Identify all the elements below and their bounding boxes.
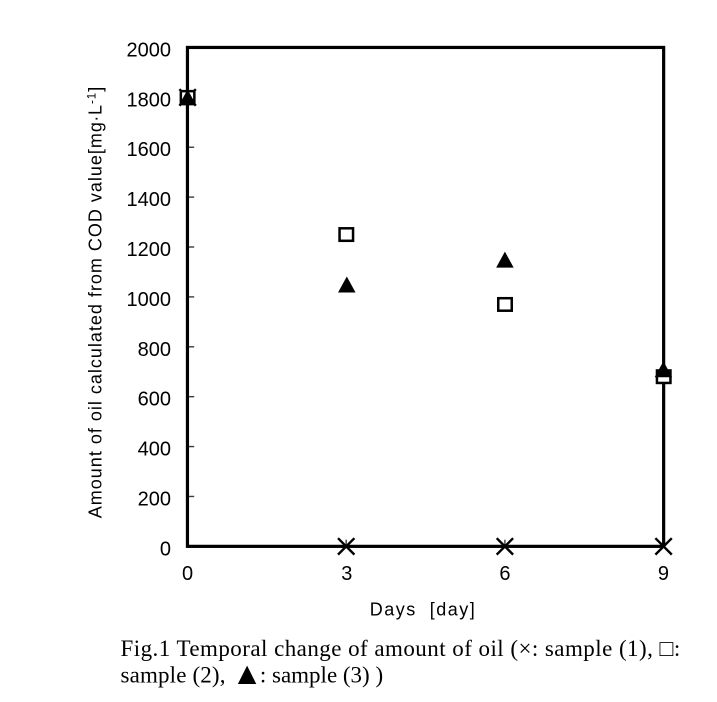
svg-text:1800: 1800 bbox=[127, 89, 172, 111]
svg-text:0: 0 bbox=[182, 563, 193, 585]
svg-text:400: 400 bbox=[138, 439, 171, 461]
svg-text:1600: 1600 bbox=[127, 139, 172, 161]
svg-text:2000: 2000 bbox=[127, 39, 172, 61]
svg-text:Fig.1 Temporal change of amoun: Fig.1 Temporal change of amount of oil (… bbox=[121, 636, 681, 661]
svg-text:200: 200 bbox=[138, 489, 171, 511]
svg-text:1400: 1400 bbox=[127, 189, 172, 211]
svg-text:3: 3 bbox=[341, 563, 352, 585]
svg-text:Amount of oil calculated from: Amount of oil calculated from COD value[… bbox=[86, 86, 106, 518]
svg-text:1200: 1200 bbox=[127, 239, 172, 261]
svg-text:800: 800 bbox=[138, 339, 171, 361]
svg-text:6: 6 bbox=[499, 563, 510, 585]
svg-text:600: 600 bbox=[138, 389, 171, 411]
svg-text:9: 9 bbox=[658, 563, 669, 585]
svg-text:sample (2), ▲: sample (3) ): sample (2), ▲: sample (3) ) bbox=[121, 656, 384, 691]
svg-text:Days [day]: Days [day] bbox=[370, 600, 477, 620]
svg-text:0: 0 bbox=[160, 538, 171, 560]
svg-text:1000: 1000 bbox=[127, 289, 172, 311]
